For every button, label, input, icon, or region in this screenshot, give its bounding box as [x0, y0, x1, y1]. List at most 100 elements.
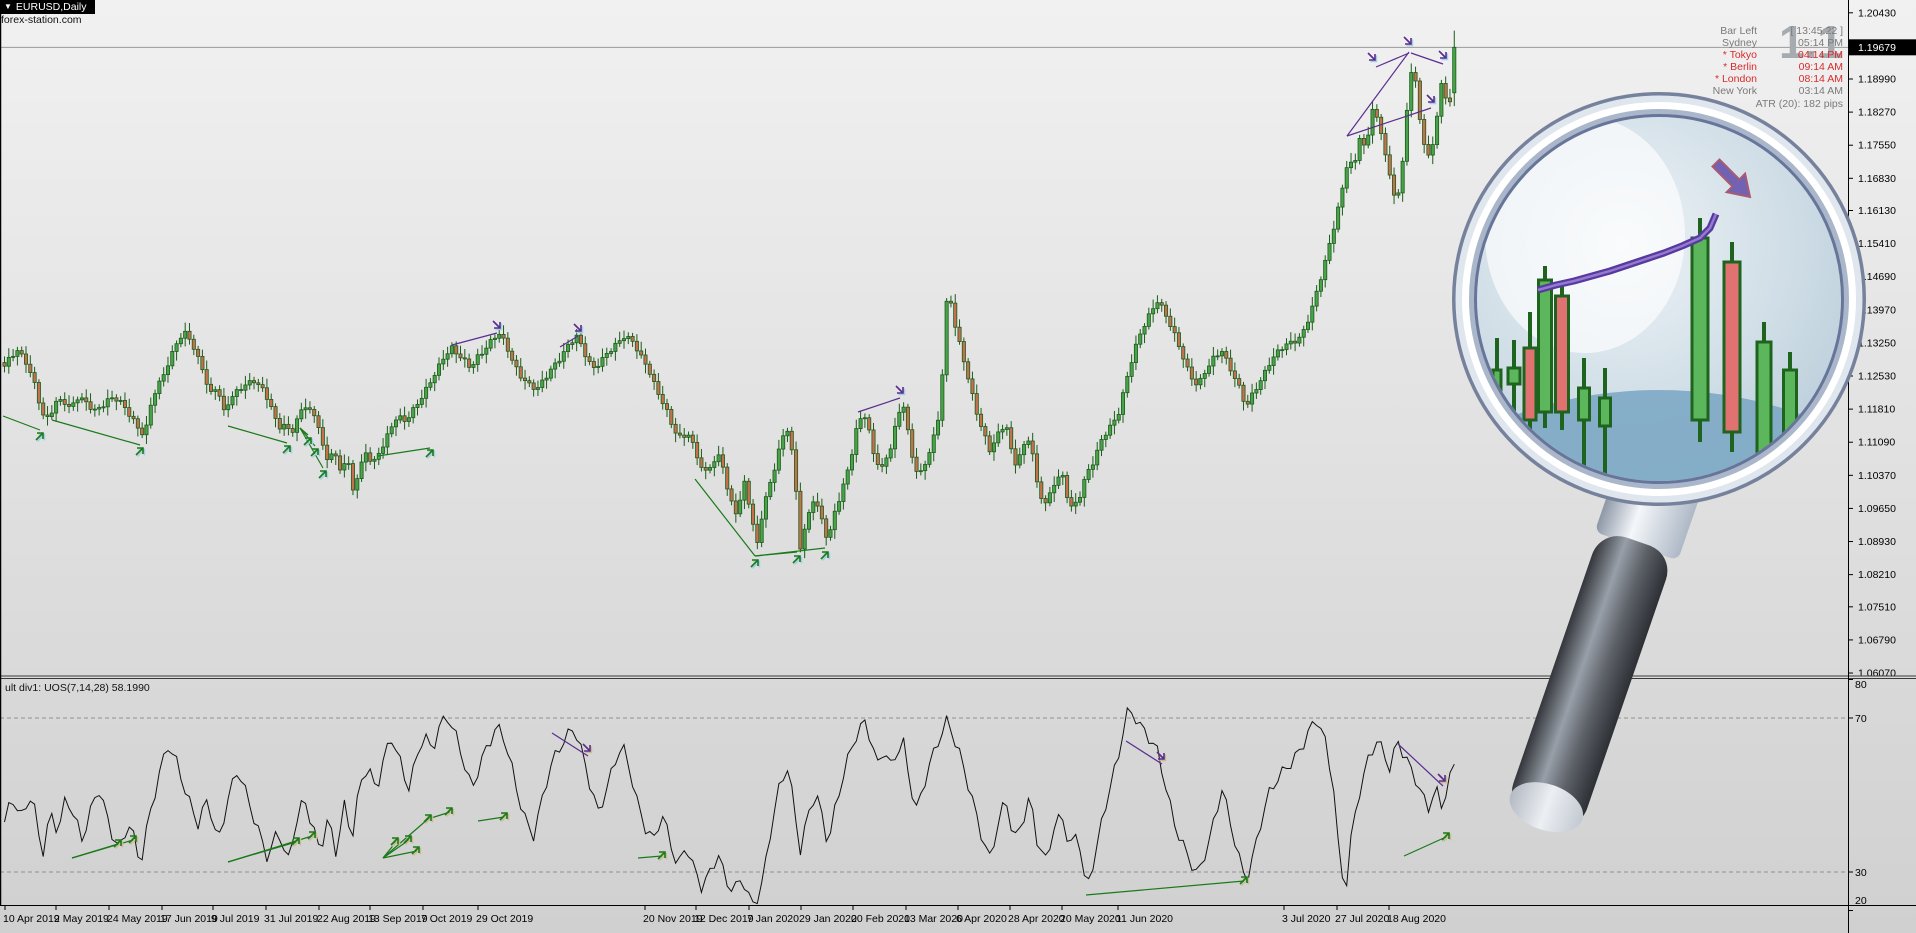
candle-body — [1237, 378, 1242, 386]
down-arrow-icon — [895, 385, 904, 394]
price-label: 1.07510 — [1858, 601, 1896, 613]
candle-body — [187, 330, 192, 340]
candle-body — [1297, 336, 1302, 344]
candle-body — [333, 453, 338, 457]
candle-body — [682, 434, 687, 438]
candle-body — [1133, 343, 1138, 364]
main-chart-area[interactable] — [0, 30, 1848, 559]
candle-body — [372, 458, 377, 462]
candle-body — [165, 365, 170, 376]
candle-body — [217, 389, 222, 397]
candle-body — [729, 488, 734, 502]
candle-body — [1232, 370, 1237, 379]
candle-body — [415, 404, 420, 408]
candle-body — [170, 351, 175, 367]
candle-body — [480, 353, 485, 356]
up-arrow-icon — [318, 470, 327, 479]
candle-body — [763, 496, 768, 520]
candle-body — [247, 380, 252, 386]
clock-row: Bar Left [ 13:45:22 ] — [1631, 25, 1843, 37]
price-label: 1.13970 — [1858, 304, 1896, 316]
candle-body — [144, 424, 149, 436]
clock-time: 03:14 AM — [1798, 85, 1843, 97]
candle-body — [1103, 434, 1108, 440]
price-label: 1.06790 — [1858, 634, 1896, 646]
candle-body — [1349, 161, 1354, 169]
candle-body — [561, 351, 566, 362]
candle-body — [1219, 351, 1224, 357]
candle-body — [613, 342, 618, 352]
candle-body — [626, 336, 631, 340]
candle-body — [368, 452, 373, 462]
candle-body — [19, 350, 24, 355]
candle-body — [1116, 413, 1121, 421]
candle-body — [230, 396, 235, 406]
candle-body — [669, 408, 674, 425]
candle-body — [79, 397, 84, 401]
up-arrow-icon — [411, 846, 420, 855]
clock-city: * Berlin — [1723, 61, 1757, 73]
candle-body — [880, 464, 885, 467]
clock-row: Sydney 05:14 PM — [1631, 37, 1843, 49]
price-label: 1.11090 — [1858, 437, 1895, 449]
candle-body — [462, 357, 467, 360]
candle-body — [153, 393, 158, 406]
candle-body — [596, 365, 601, 368]
price-label: 1.12530 — [1858, 371, 1896, 383]
candle-body — [226, 404, 231, 411]
divergence-line-bull — [51, 419, 141, 446]
candle-body — [1288, 340, 1293, 345]
candle-body — [1422, 119, 1427, 145]
clock-row: * Berlin 09:14 AM — [1631, 61, 1843, 73]
candle-body — [1280, 349, 1285, 352]
candle-body — [45, 414, 50, 418]
oscillator-panel[interactable] — [0, 706, 1848, 905]
candle-body — [282, 423, 287, 430]
date-label: 31 Jul 2019 — [264, 913, 318, 925]
date-label: 27 Jul 2020 — [1335, 913, 1389, 925]
price-label: 1.08210 — [1858, 569, 1896, 581]
candle-body — [441, 358, 446, 365]
candle-body — [1258, 380, 1263, 390]
axes[interactable]: 1.20430 1.18990 1.18270 1.17550 1.16830 1.161… — [3, 7, 1916, 925]
candle-body — [686, 434, 691, 438]
candle-body — [1306, 321, 1311, 330]
candle-body — [708, 467, 713, 471]
candle-body — [1129, 362, 1134, 377]
candle-body — [32, 372, 37, 383]
date-label: 13 Sep 2019 — [368, 913, 428, 925]
date-label: 28 Apr 2020 — [1008, 913, 1065, 925]
candle-body — [118, 400, 123, 402]
big-price-watermark: 1.1 — [1779, 16, 1843, 68]
candle-body — [1211, 355, 1216, 367]
candle-body — [15, 350, 20, 357]
level-label: 80 — [1855, 679, 1867, 691]
candle-body — [1331, 228, 1336, 244]
candle-body — [630, 336, 635, 342]
candle-body — [1189, 366, 1194, 380]
lens-down-arrow-icon — [1711, 158, 1752, 199]
price-label: 1.15410 — [1858, 238, 1896, 250]
magnifier-handle — [1509, 463, 1701, 833]
candle-body — [1435, 115, 1440, 146]
candle-body — [359, 461, 364, 480]
candle-body — [1185, 358, 1190, 368]
candle-body — [1404, 109, 1409, 162]
candle-body — [811, 501, 816, 513]
candle-body — [914, 456, 919, 472]
up-arrow-icon — [310, 448, 319, 457]
date-label: 12 Dec 2019 — [694, 913, 754, 925]
candle-body — [221, 395, 226, 411]
symbol-title: EURUSD,Daily — [15, 1, 87, 13]
price-label: 1.14690 — [1858, 271, 1896, 283]
candle-body — [1254, 389, 1259, 394]
up-arrow-icon — [135, 447, 144, 456]
candle-body — [1262, 369, 1267, 382]
site-watermark-text: forex-station.com — [1, 14, 82, 26]
symbol-selector[interactable]: ▼ EURUSD,Daily — [0, 0, 95, 14]
candle-body — [264, 387, 269, 400]
candle-body — [544, 377, 549, 381]
up-arrow-icon — [499, 812, 508, 821]
candle-body — [1439, 83, 1444, 117]
